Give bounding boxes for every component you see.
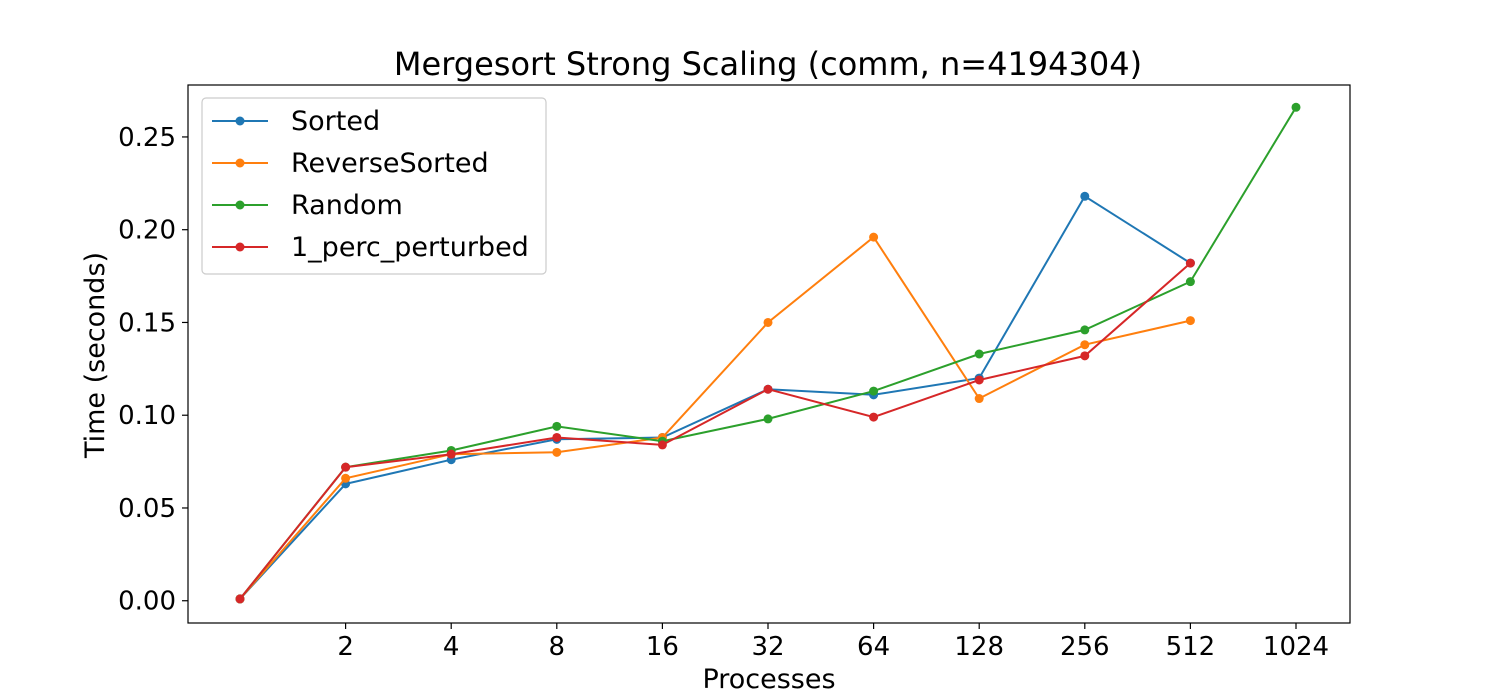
- x-axis: 2 4 8 16 32 64 128 256 512 1024: [337, 623, 1329, 662]
- data-point: [1080, 351, 1090, 361]
- chart-title: Mergesort Strong Scaling (comm, n=419430…: [394, 45, 1142, 83]
- data-point: [552, 447, 562, 457]
- y-tick-label: 0.15: [118, 308, 176, 338]
- legend: Sorted ReverseSorted Random 1_perc_perturbe…: [201, 97, 547, 275]
- x-tick-label: 2: [337, 632, 354, 662]
- legend-item: ReverseSorted: [212, 148, 489, 179]
- data-point: [552, 421, 562, 431]
- legend-label: Sorted: [291, 106, 380, 137]
- data-point: [1080, 191, 1090, 201]
- x-tick-label: 512: [1166, 632, 1216, 662]
- y-axis-label: Time (seconds): [80, 252, 111, 459]
- x-tick-label: 256: [1060, 632, 1110, 662]
- data-point: [1080, 340, 1090, 350]
- legend-swatch-marker: [235, 242, 245, 252]
- data-point: [974, 349, 984, 359]
- legend-item: Sorted: [212, 106, 380, 137]
- y-tick-label: 0.20: [118, 216, 176, 246]
- data-point: [763, 414, 773, 424]
- data-point: [869, 386, 879, 396]
- series-line: [239, 194, 1191, 600]
- data-point: [657, 440, 667, 450]
- y-tick-label: 0.00: [118, 587, 176, 617]
- legend-label: Random: [291, 190, 403, 221]
- legend-box: [201, 97, 547, 275]
- x-tick-label: 64: [857, 632, 890, 662]
- data-point: [552, 432, 562, 442]
- x-tick-label: 1024: [1263, 632, 1329, 662]
- series-line: [239, 262, 1192, 600]
- data-point: [341, 473, 351, 483]
- x-tick-label: 8: [549, 632, 566, 662]
- data-point: [763, 317, 773, 327]
- x-tick-label: 16: [646, 632, 679, 662]
- data-point: [1185, 277, 1195, 287]
- y-tick-label: 0.05: [118, 494, 176, 524]
- x-tick-label: 128: [954, 632, 1004, 662]
- y-tick-label: 0.25: [118, 123, 176, 153]
- legend-label: 1_perc_perturbed: [291, 232, 529, 263]
- series-3: [235, 258, 1195, 604]
- series-line: [239, 235, 1191, 600]
- data-point: [446, 449, 456, 459]
- legend-label: ReverseSorted: [291, 148, 489, 179]
- data-point: [974, 394, 984, 404]
- x-tick-label: 4: [443, 632, 460, 662]
- data-point: [974, 375, 984, 385]
- legend-swatch-marker: [235, 158, 245, 168]
- y-tick-label: 0.10: [118, 401, 176, 431]
- series-layer: [235, 102, 1301, 604]
- legend-swatch-marker: [235, 116, 245, 126]
- legend-item: 1_perc_perturbed: [212, 232, 529, 263]
- data-point: [235, 594, 245, 604]
- data-point: [869, 232, 879, 242]
- legend-swatch-marker: [235, 200, 245, 210]
- x-tick-label: 32: [751, 632, 784, 662]
- y-axis: 0.00 0.05 0.10 0.15 0.20 0.25: [118, 123, 188, 617]
- data-point: [1185, 316, 1195, 326]
- plot-area: [187, 84, 1351, 624]
- data-point: [869, 412, 879, 422]
- legend-item: Random: [212, 190, 403, 221]
- data-point: [1080, 325, 1090, 335]
- data-point: [341, 462, 351, 472]
- data-point: [763, 384, 773, 394]
- data-point: [1291, 102, 1301, 112]
- data-point: [1185, 258, 1195, 268]
- x-axis-label: Processes: [702, 664, 835, 695]
